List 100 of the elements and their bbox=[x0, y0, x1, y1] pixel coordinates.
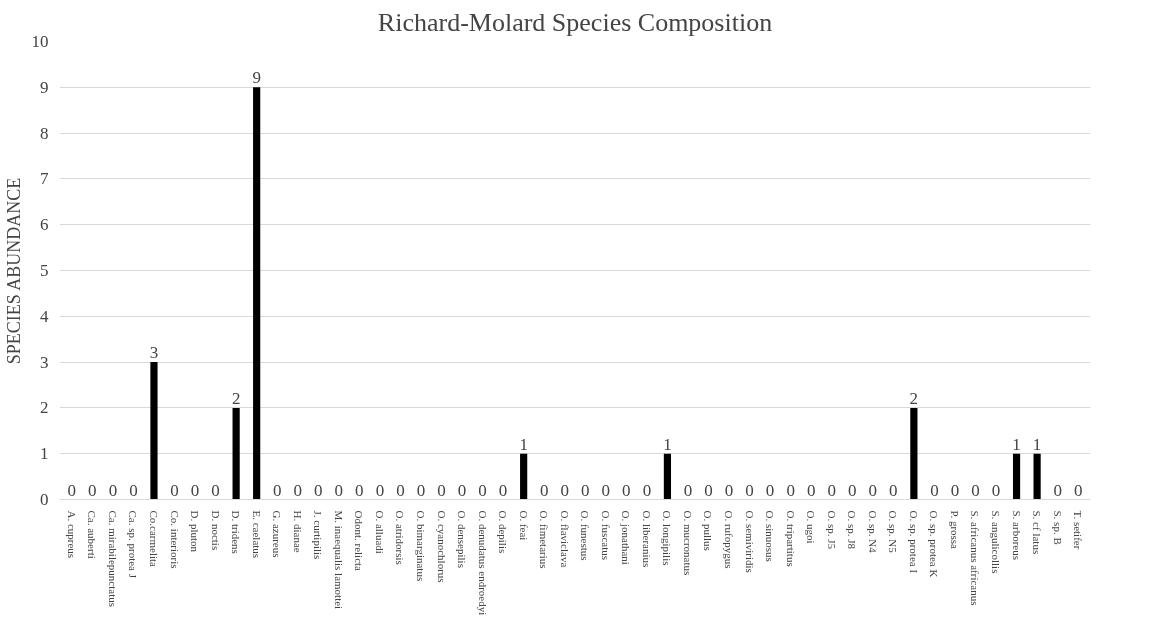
y-tick-label: 3 bbox=[40, 352, 49, 372]
y-tick-label: 2 bbox=[40, 398, 49, 418]
data-label: 0 bbox=[170, 480, 179, 500]
data-label: 0 bbox=[765, 480, 775, 500]
data-label: 0 bbox=[745, 480, 754, 500]
data-label: 0 bbox=[355, 480, 364, 500]
x-tick-label: Co.carmelita bbox=[147, 510, 160, 568]
x-tick-label: S. cf latus bbox=[1031, 510, 1044, 555]
x-tick-label: S. africanus africanus bbox=[969, 510, 982, 606]
y-tick-label: 4 bbox=[40, 306, 49, 326]
x-tick-label: O. fimetarius bbox=[538, 510, 551, 569]
data-label: 0 bbox=[1073, 480, 1083, 500]
x-tick-label: J. curtipilis bbox=[312, 510, 325, 560]
x-tick-label: S. angulicollis bbox=[990, 510, 1003, 574]
x-tick-label: Co. interioris bbox=[168, 510, 181, 569]
x-tick-label: E. caelatus bbox=[250, 510, 263, 559]
data-label: 0 bbox=[622, 480, 631, 500]
data-label: 0 bbox=[375, 480, 385, 500]
data-label: 1 bbox=[1012, 434, 1021, 454]
x-tick-label: O. fuscatus bbox=[599, 510, 612, 560]
y-tick-label: 10 bbox=[31, 32, 49, 51]
x-tick-label: Ca. auberti bbox=[86, 510, 99, 559]
x-tick-label: O. liberanius bbox=[640, 510, 653, 568]
bar bbox=[910, 407, 918, 500]
data-label: 0 bbox=[437, 480, 446, 500]
data-label: 2 bbox=[231, 388, 241, 408]
data-label: 0 bbox=[950, 480, 960, 500]
x-tick-label: O. sp. N5 bbox=[887, 510, 900, 554]
x-tick-label: D. tridens bbox=[230, 510, 243, 554]
data-label: 0 bbox=[642, 480, 652, 500]
x-tick-label: G. azureus bbox=[271, 510, 284, 558]
x-tick-label: S. arboreus bbox=[1010, 510, 1023, 560]
data-label: 0 bbox=[889, 480, 898, 500]
data-label: 2 bbox=[909, 388, 919, 408]
x-tick-label: O. sp. J8 bbox=[846, 510, 859, 550]
data-label: 0 bbox=[930, 480, 939, 500]
x-tick-label: D. noctis bbox=[209, 510, 222, 551]
x-tick-label: S. sp. B bbox=[1051, 510, 1064, 545]
x-tick-label: D. pluton bbox=[189, 510, 202, 553]
x-tick-label: O. pullus bbox=[702, 510, 715, 551]
data-label: 0 bbox=[416, 480, 426, 500]
bar bbox=[232, 407, 240, 500]
x-tick-label: A. cupreus bbox=[65, 510, 78, 559]
data-label: 0 bbox=[848, 480, 857, 500]
data-label: 0 bbox=[190, 480, 200, 500]
data-label: 0 bbox=[971, 480, 980, 500]
data-label: 0 bbox=[868, 480, 878, 500]
y-tick-label: 6 bbox=[40, 215, 49, 235]
x-tick-label: O. funestus bbox=[579, 510, 592, 561]
y-tick-label: 5 bbox=[40, 261, 49, 280]
x-tick-label: O. flaviclava bbox=[558, 510, 571, 568]
y-tick-label: 7 bbox=[40, 169, 49, 189]
x-tick-label: O. bimarginatus bbox=[414, 510, 427, 582]
x-tick-label: H. dianae bbox=[291, 510, 304, 553]
x-tick-label: O. mucronatus bbox=[681, 510, 694, 576]
bar bbox=[663, 453, 672, 500]
data-label: 0 bbox=[129, 480, 138, 500]
data-label: 0 bbox=[396, 480, 405, 500]
data-label: 0 bbox=[211, 480, 220, 500]
data-label: 0 bbox=[334, 480, 344, 500]
data-label: 0 bbox=[67, 480, 77, 500]
x-tick-label: O. sp. J5 bbox=[825, 510, 838, 550]
x-tick-label: O. alluadi bbox=[373, 510, 386, 554]
data-label: 0 bbox=[478, 480, 487, 500]
data-label: 0 bbox=[498, 480, 508, 500]
data-label: 0 bbox=[272, 480, 282, 500]
data-label: 0 bbox=[108, 480, 118, 500]
data-label: 0 bbox=[683, 480, 693, 500]
data-label: 0 bbox=[457, 480, 467, 500]
data-label: 0 bbox=[1053, 480, 1062, 500]
data-label: 0 bbox=[806, 480, 816, 500]
x-tick-label: Ca. mirabilepunctatus bbox=[106, 510, 119, 608]
data-label: 1 bbox=[519, 434, 528, 454]
y-tick-label: 0 bbox=[40, 490, 49, 509]
x-tick-label: O. sp. protea I bbox=[907, 510, 920, 574]
x-tick-label: O. depilis bbox=[497, 510, 510, 554]
x-tick-label: P. grossa bbox=[948, 510, 961, 550]
data-label: 0 bbox=[539, 480, 549, 500]
bar bbox=[1033, 453, 1041, 500]
bar bbox=[1012, 453, 1021, 500]
data-label: 0 bbox=[601, 480, 611, 500]
data-label: 1 bbox=[663, 434, 672, 454]
data-label: 0 bbox=[293, 480, 302, 500]
x-tick-label: O. sp. protea K bbox=[928, 510, 941, 578]
data-label: 9 bbox=[252, 68, 261, 88]
x-tick-label: O. ugoi bbox=[805, 510, 818, 544]
chart-title: Richard-Molard Species Composition bbox=[377, 7, 773, 37]
x-tick-label: O. sp. N4 bbox=[866, 510, 879, 554]
data-label: 0 bbox=[786, 480, 795, 500]
data-label: 0 bbox=[827, 480, 836, 500]
data-label: 0 bbox=[314, 480, 323, 500]
x-tick-label: O. densepilis bbox=[456, 510, 469, 568]
data-label: 3 bbox=[149, 343, 159, 363]
data-label: 0 bbox=[88, 480, 97, 500]
bar bbox=[150, 362, 158, 500]
bar bbox=[520, 453, 528, 500]
x-tick-label: O. longipilis bbox=[661, 510, 674, 566]
y-tick-label: 1 bbox=[40, 444, 49, 464]
y-axis-title: SPECIES ABUNDANCE bbox=[3, 177, 24, 365]
data-label: 1 bbox=[1032, 434, 1042, 454]
